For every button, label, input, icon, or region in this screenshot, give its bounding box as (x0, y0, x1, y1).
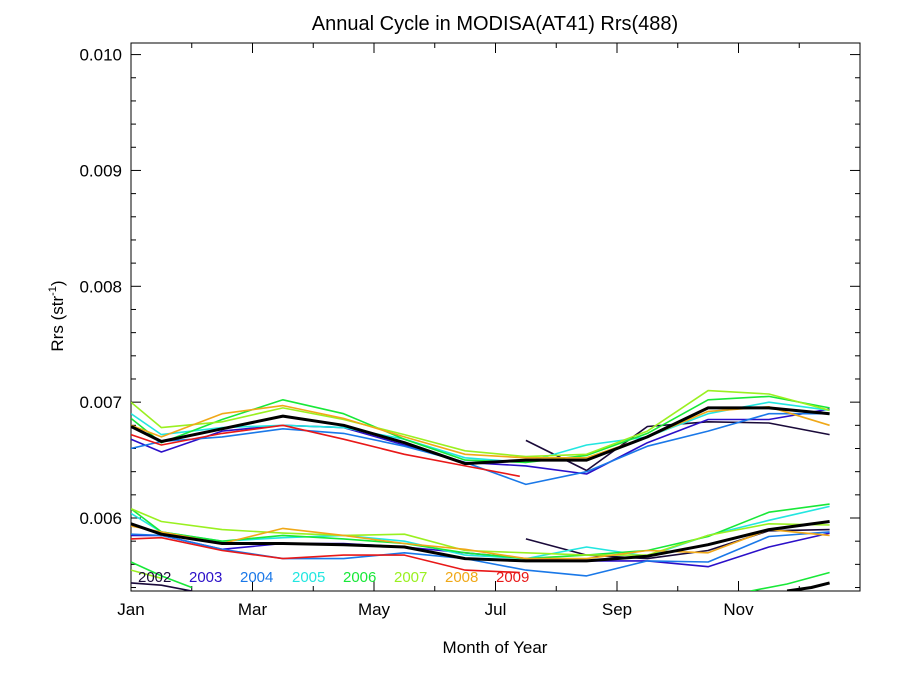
chart-title: Annual Cycle in MODISA(AT41) Rrs(488) (312, 13, 678, 35)
legend-entry-2008: 2008 (445, 569, 478, 586)
y-axis-label-sup: -1 (47, 286, 59, 296)
x-tick-label: Sep (602, 600, 632, 619)
y-tick-label: 0.009 (79, 161, 122, 180)
series-line-mean (786, 581, 830, 591)
plot-frame (130, 42, 861, 592)
series-line-2009 (131, 424, 520, 478)
y-tick-label: 0.008 (79, 277, 122, 296)
x-tick-label: Jan (117, 600, 144, 619)
series-layer (131, 389, 830, 591)
legend-entry-2002: 2002 (138, 569, 171, 586)
series-line-2009 (131, 536, 520, 574)
legend: 2002 2003 2004 2005 2006 2007 2008 2009 (138, 569, 529, 586)
series-line-2006 (131, 395, 830, 464)
x-tick-label: Nov (723, 600, 754, 619)
legend-entry-2004: 2004 (240, 569, 273, 586)
legend-entry-2006: 2006 (343, 569, 376, 586)
series-line-mean (131, 520, 830, 563)
series-line-2008 (131, 404, 830, 459)
series-line-2006 (131, 503, 830, 560)
y-tick-label: 0.010 (79, 46, 122, 65)
x-axis-label: Month of Year (443, 638, 548, 657)
legend-entry-2003: 2003 (189, 569, 222, 586)
x-tick-label: May (358, 600, 391, 619)
series-line-2007 (131, 389, 830, 458)
y-tick-label: 0.006 (79, 509, 122, 528)
series-line-2004 (131, 412, 830, 486)
y-axis-label-close: ) (48, 280, 67, 286)
series-line-2002 (131, 582, 192, 591)
axis-ticks: Jan Mar May Jul Sep Nov 0.006 0.007 0.008 0.009 0.… (79, 43, 861, 619)
legend-entry-2005: 2005 (292, 569, 325, 586)
series-line-2006 (131, 561, 193, 589)
x-tick-label: Jul (485, 600, 507, 619)
series-line-2006 (750, 571, 830, 591)
series-line-2002 (525, 420, 830, 472)
series-line-mean (131, 406, 830, 466)
x-tick-label: Mar (238, 600, 268, 619)
legend-entry-2007: 2007 (394, 569, 427, 586)
series-line-2007 (131, 507, 830, 556)
series-line-2007 (131, 569, 162, 580)
y-tick-label: 0.007 (79, 393, 122, 412)
legend-entry-2009: 2009 (496, 569, 529, 586)
y-axis-label-main: Rrs (str (48, 296, 67, 352)
y-axis-label: Rrs (str-1) (47, 280, 67, 351)
